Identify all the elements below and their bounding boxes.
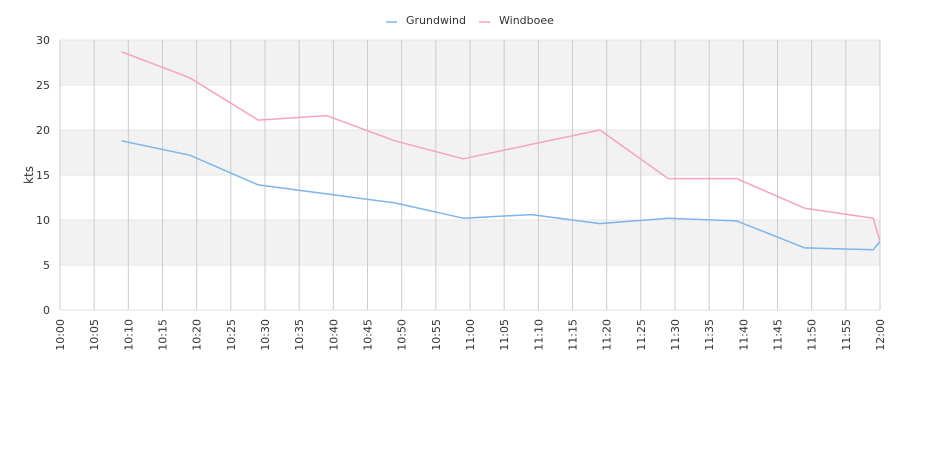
- legend-item-windboee[interactable]: Windboee: [479, 14, 554, 27]
- series-lines: [121, 50, 881, 251]
- y-axis-title: kts: [22, 166, 36, 184]
- y-tick-label: 10: [36, 214, 50, 227]
- x-tick-label: 11:20: [601, 319, 614, 351]
- x-tick-label: 11:55: [840, 319, 853, 351]
- x-tick-label: 11:30: [669, 319, 682, 351]
- legend-label: Windboee: [499, 14, 554, 27]
- x-tick-label: 11:00: [464, 319, 477, 351]
- x-tick-label: 11:10: [532, 319, 545, 351]
- x-tick-label: 10:05: [88, 319, 101, 351]
- x-tick-label: 10:45: [362, 319, 375, 351]
- legend: Grundwind Windboee: [386, 14, 554, 27]
- series-line-windboee: [121, 50, 881, 242]
- x-axis: 10:00 10:05 10:10 10:15 10:20 10:25 10:30 10:35…: [54, 319, 887, 351]
- x-tick-label: 10:25: [225, 319, 238, 351]
- y-axis: kts 0 5 10 15 20 25 30: [22, 34, 50, 317]
- x-tick-label: 10:00: [54, 319, 67, 351]
- x-tick-label: 12:00: [874, 319, 887, 351]
- series-line-grundwind: [121, 140, 881, 251]
- y-tick-label: 5: [43, 259, 50, 272]
- y-tick-label: 15: [36, 169, 50, 182]
- y-tick-label: 20: [36, 124, 50, 137]
- x-tick-label: 11:50: [806, 319, 819, 351]
- x-tick-label: 11:45: [772, 319, 785, 351]
- legend-item-grundwind[interactable]: Grundwind: [386, 14, 466, 27]
- x-tick-label: 10:35: [293, 319, 306, 351]
- y-tick-label: 30: [36, 34, 50, 47]
- grid: [59, 39, 881, 311]
- x-tick-label: 10:50: [396, 319, 409, 351]
- legend-label: Grundwind: [406, 14, 466, 27]
- x-tick-label: 10:20: [191, 319, 204, 351]
- x-tick-label: 10:55: [430, 319, 443, 351]
- y-tick-label: 25: [36, 79, 50, 92]
- x-tick-label: 11:15: [567, 319, 580, 351]
- y-tick-label: 0: [43, 304, 50, 317]
- x-tick-label: 11:35: [703, 319, 716, 351]
- x-tick-label: 10:10: [122, 319, 135, 351]
- x-tick-label: 10:30: [259, 319, 272, 351]
- x-tick-label: 10:40: [327, 319, 340, 351]
- x-tick-label: 10:15: [157, 319, 170, 351]
- x-tick-label: 11:25: [635, 319, 648, 351]
- x-tick-label: 11:40: [737, 319, 750, 351]
- x-tick-label: 11:05: [498, 319, 511, 351]
